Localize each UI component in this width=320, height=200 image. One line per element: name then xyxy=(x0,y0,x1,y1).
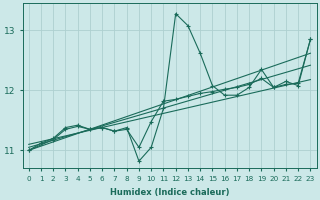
X-axis label: Humidex (Indice chaleur): Humidex (Indice chaleur) xyxy=(110,188,229,197)
